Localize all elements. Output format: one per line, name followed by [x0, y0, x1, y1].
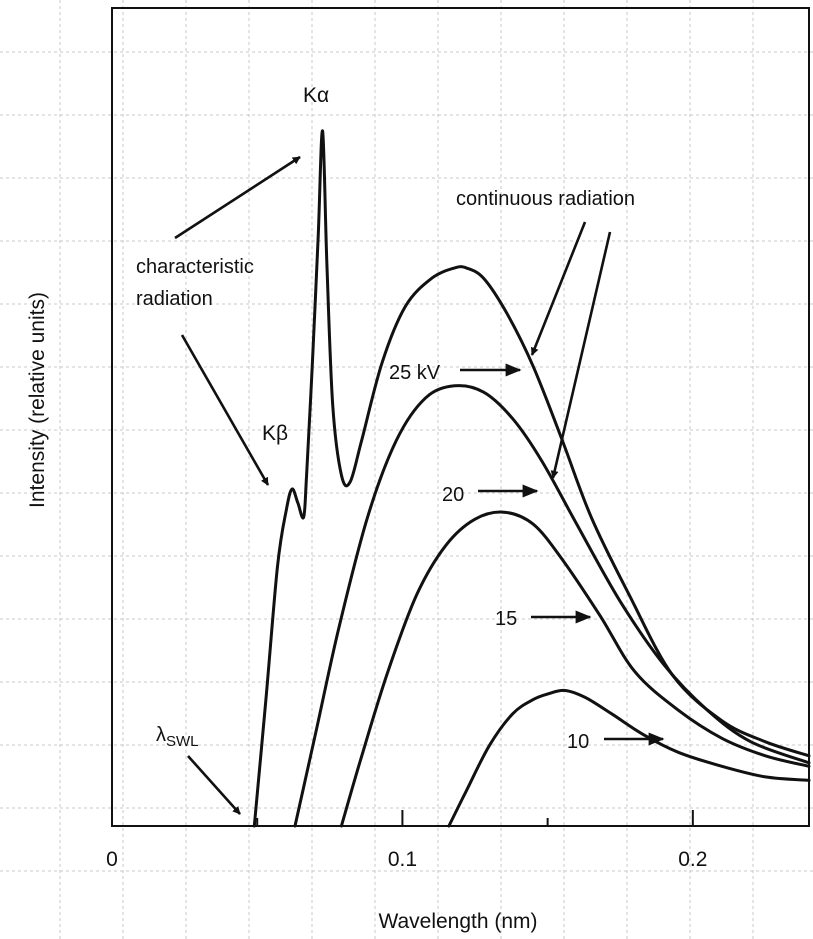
plot-frame	[111, 7, 810, 827]
x-axis-tick-labels: 0 0.1 0.2	[106, 848, 707, 871]
arrow-continuous-2	[550, 231, 612, 479]
k-beta-label: Kβ	[262, 422, 288, 445]
lambda-swl-label: λSWL	[156, 724, 199, 750]
series-label-25kv: 25 kV	[389, 362, 441, 384]
x-tick-label-2: 0.1	[388, 848, 417, 871]
arrow-to-k-beta	[180, 334, 270, 486]
characteristic-line-2: radiation	[136, 288, 213, 310]
arrow-to-k-alpha	[174, 155, 301, 240]
continuous-radiation-label: continuous radiation	[456, 188, 635, 210]
series-line-4	[447, 688, 811, 828]
x-tick-label-3: 0.2	[678, 848, 707, 871]
x-axis-ticks	[111, 810, 694, 826]
x-axis-label: Wavelength (nm)	[378, 910, 537, 933]
series-line-1	[252, 129, 811, 828]
series-label-15: 15	[495, 608, 517, 630]
series-line-3	[339, 510, 811, 828]
characteristic-line-1: characteristic	[136, 256, 254, 278]
arrow-to-lambda-swl	[187, 755, 241, 815]
characteristic-radiation-label: characteristic radiation	[136, 256, 259, 310]
annotation-arrows	[174, 155, 665, 815]
lambda-symbol: λ	[156, 724, 166, 746]
lambda-subscript: SWL	[166, 733, 199, 750]
x-tick-label-1: 0	[106, 848, 118, 871]
spectrum-curves	[252, 129, 811, 828]
y-axis-label: Intensity (relative units)	[26, 292, 49, 508]
arrow-continuous-1	[530, 221, 587, 356]
series-label-20: 20	[442, 484, 464, 506]
series-line-2	[293, 384, 811, 828]
series-label-10: 10	[567, 731, 589, 753]
k-alpha-label: Kα	[303, 84, 329, 107]
